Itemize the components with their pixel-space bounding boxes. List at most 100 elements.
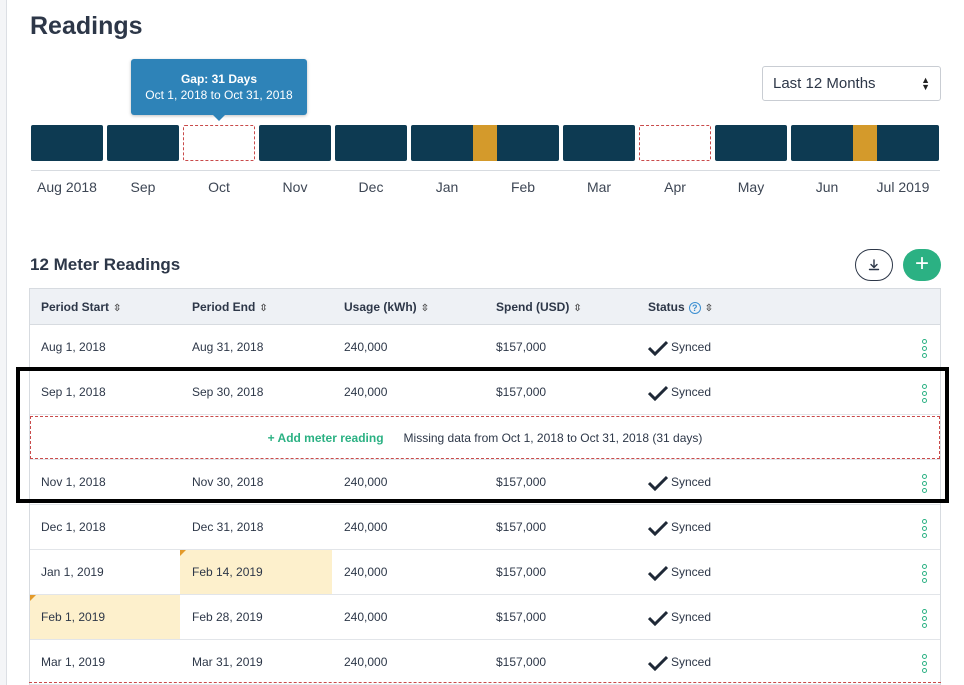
row-menu-icon[interactable] — [922, 384, 928, 403]
row-menu-icon[interactable] — [922, 474, 928, 493]
status-badge: Synced — [671, 565, 712, 579]
cell-period-start: Mar 1, 2019 — [41, 655, 106, 669]
sort-icon: ⇳ — [259, 303, 268, 314]
table-row[interactable]: Sep 1, 2018 Sep 30, 2018 240,000 $157,00… — [30, 370, 940, 415]
timeline-gap-apr[interactable] — [639, 125, 711, 161]
timeline-segment-nov[interactable] — [259, 125, 331, 161]
missing-data-row: + Add meter reading Missing data from Oc… — [30, 415, 940, 460]
month-label: May — [737, 179, 765, 195]
table-row[interactable]: Dec 1, 2018 Dec 31, 2018 240,000 $157,00… — [30, 505, 940, 550]
column-usage[interactable]: Usage (kWh) ⇳ — [344, 300, 430, 314]
table-row[interactable]: Jan 1, 2019 Feb 14, 2019 240,000 $157,00… — [30, 550, 940, 595]
cell-period-start: Dec 1, 2018 — [41, 520, 106, 534]
sort-icon: ⇳ — [704, 303, 714, 314]
date-range-select[interactable]: Last 12 Months ▲ ▼ — [762, 66, 941, 101]
status-badge: Synced — [671, 340, 712, 354]
missing-data-banner: + Add meter reading Missing data from Oc… — [30, 416, 940, 459]
gap-tooltip: Gap: 31 Days Oct 1, 2018 to Oct 31, 2018 — [131, 59, 307, 121]
cell-period-end: Feb 28, 2019 — [192, 610, 263, 624]
timeline-segment-aug[interactable] — [31, 125, 103, 161]
month-label: Feb — [510, 179, 536, 195]
column-spend[interactable]: Spend (USD) ⇳ — [496, 300, 582, 314]
timeline-segment-dec[interactable] — [335, 125, 407, 161]
row-menu-icon[interactable] — [922, 654, 928, 673]
cell-period-end-overlap: Feb 14, 2019 — [180, 550, 332, 594]
timeline-segment-sep[interactable] — [107, 125, 179, 161]
cell-period-end: Sep 30, 2018 — [192, 385, 264, 399]
download-button[interactable] — [855, 249, 893, 281]
cell-period-start: Sep 1, 2018 — [41, 385, 106, 399]
check-icon — [648, 655, 668, 671]
table-row[interactable]: Mar 1, 2019 Mar 31, 2019 240,000 $157,00… — [30, 640, 940, 685]
gap-tooltip-title: Gap: 31 Days — [180, 72, 258, 86]
check-icon — [648, 610, 668, 626]
timeline-segment-jan-feb[interactable] — [411, 125, 559, 161]
check-icon — [648, 475, 668, 491]
cell-period-end: Mar 31, 2019 — [192, 655, 263, 669]
date-range-value: Last 12 Months — [773, 75, 876, 92]
timeline-gap-oct[interactable] — [183, 125, 255, 161]
help-icon[interactable]: ? — [688, 301, 701, 314]
readings-count-title: 12 Meter Readings — [30, 255, 181, 274]
row-menu-icon[interactable] — [922, 339, 928, 358]
check-icon — [648, 565, 668, 581]
cell-period-start: Aug 1, 2018 — [41, 340, 106, 354]
timeline-segment-jun-jul[interactable] — [791, 125, 939, 161]
month-label: Oct — [208, 179, 230, 195]
cell-spend: $157,000 — [496, 475, 547, 489]
add-reading-button[interactable]: + — [903, 249, 941, 281]
cell-period-start: Jan 1, 2019 — [41, 565, 104, 579]
row-menu-icon[interactable] — [922, 609, 928, 628]
missing-data-message: Missing data from Oct 1, 2018 to Oct 31,… — [403, 430, 703, 445]
cell-usage: 240,000 — [344, 655, 388, 669]
column-period-end[interactable]: Period End ⇳ — [192, 300, 268, 314]
timeline-overlap-marker[interactable] — [853, 125, 877, 161]
check-icon — [648, 520, 668, 536]
timeline-overlap-marker[interactable] — [473, 125, 497, 161]
plus-icon: + — [914, 250, 929, 277]
cell-period-start: Nov 1, 2018 — [41, 475, 106, 489]
status-badge: Synced — [671, 475, 712, 489]
table-row[interactable]: Feb 1, 2019 Feb 28, 2019 240,000 $157,00… — [30, 595, 940, 640]
add-meter-reading-link[interactable]: + Add meter reading — [267, 430, 384, 445]
timeline-segment-mar[interactable] — [563, 125, 635, 161]
month-label: Jun — [815, 179, 839, 195]
gap-tooltip-range: Oct 1, 2018 to Oct 31, 2018 — [145, 88, 293, 102]
readings-timeline — [31, 125, 941, 161]
month-label: Sep — [130, 179, 156, 195]
check-icon — [648, 340, 668, 356]
check-icon — [648, 385, 668, 401]
download-icon — [868, 259, 880, 271]
select-arrows-icon: ▲ ▼ — [921, 74, 930, 92]
row-menu-icon[interactable] — [922, 564, 928, 583]
column-status[interactable]: Status? ⇳ — [648, 300, 714, 314]
month-label: Mar — [586, 179, 612, 195]
status-badge: Synced — [671, 385, 712, 399]
cell-spend: $157,000 — [496, 520, 547, 534]
table-row[interactable]: Nov 1, 2018 Nov 30, 2018 240,000 $157,00… — [30, 460, 940, 505]
table-row[interactable]: Aug 1, 2018 Aug 31, 2018 240,000 $157,00… — [30, 325, 940, 370]
background-window-edge — [0, 0, 7, 685]
row-menu-icon[interactable] — [922, 519, 928, 538]
cell-usage: 240,000 — [344, 520, 388, 534]
month-label: Apr — [664, 179, 686, 195]
cell-spend: $157,000 — [496, 610, 547, 624]
readings-table: Period Start ⇳ Period End ⇳ Usage (kWh) ⇳ S… — [29, 288, 941, 685]
sort-icon: ⇳ — [573, 303, 582, 314]
month-label: Jul 2019 — [876, 179, 930, 195]
month-label: Dec — [358, 179, 384, 195]
timeline-axis — [31, 170, 940, 171]
cell-spend: $157,000 — [496, 385, 547, 399]
cell-period-end: Dec 31, 2018 — [192, 520, 264, 534]
cell-spend: $157,000 — [496, 340, 547, 354]
status-badge: Synced — [671, 655, 712, 669]
page-title: Readings — [30, 12, 143, 40]
column-period-start[interactable]: Period Start ⇳ — [41, 300, 122, 314]
timeline-segment-may[interactable] — [715, 125, 787, 161]
cell-period-start-overlap: Feb 1, 2019 — [30, 595, 180, 639]
sort-icon: ⇳ — [113, 303, 122, 314]
status-badge: Synced — [671, 520, 712, 534]
status-badge: Synced — [671, 610, 712, 624]
cell-period-end: Nov 30, 2018 — [192, 475, 264, 489]
cell-usage: 240,000 — [344, 340, 388, 354]
